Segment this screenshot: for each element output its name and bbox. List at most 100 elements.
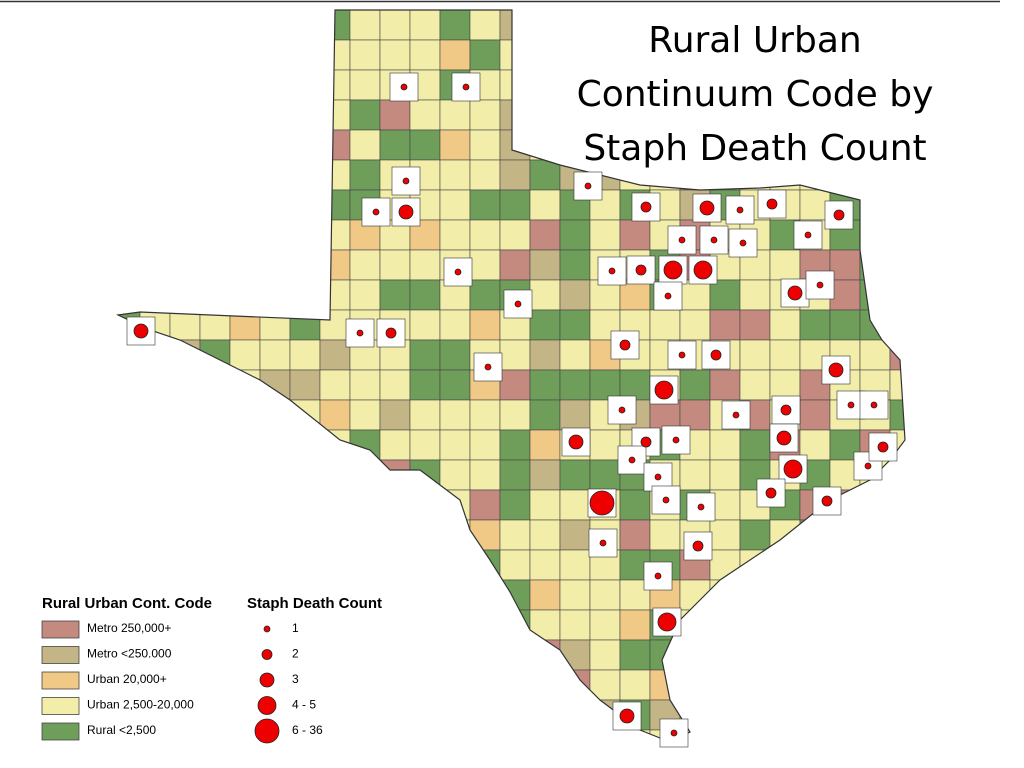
county bbox=[289, 10, 321, 41]
county bbox=[529, 129, 561, 161]
county bbox=[169, 489, 201, 521]
death-dot bbox=[640, 436, 652, 448]
county bbox=[649, 309, 681, 341]
county bbox=[229, 669, 261, 701]
county bbox=[559, 609, 591, 641]
legend-label: 1 bbox=[292, 621, 299, 635]
county bbox=[349, 489, 381, 521]
county bbox=[118, 189, 141, 221]
county bbox=[439, 10, 471, 41]
county bbox=[409, 39, 441, 71]
death-dot bbox=[654, 572, 662, 580]
county bbox=[379, 399, 411, 431]
county bbox=[589, 429, 621, 461]
county bbox=[859, 489, 891, 521]
county bbox=[739, 549, 771, 581]
county bbox=[859, 579, 891, 611]
county bbox=[289, 489, 321, 521]
county bbox=[229, 639, 261, 671]
county bbox=[499, 99, 531, 131]
county bbox=[889, 219, 905, 251]
county bbox=[409, 309, 441, 341]
county bbox=[469, 549, 501, 581]
county bbox=[199, 459, 231, 491]
death-dot bbox=[608, 267, 616, 275]
county bbox=[559, 579, 591, 611]
county bbox=[529, 189, 561, 221]
county bbox=[499, 699, 531, 731]
county bbox=[409, 699, 441, 731]
county bbox=[769, 609, 801, 641]
legend-heading: Rural Urban Cont. Code bbox=[42, 595, 212, 612]
county bbox=[469, 429, 501, 461]
county bbox=[259, 459, 291, 491]
death-dot bbox=[678, 351, 686, 359]
county bbox=[379, 489, 411, 521]
county bbox=[529, 729, 561, 742]
county bbox=[349, 369, 381, 401]
county bbox=[799, 519, 831, 551]
county bbox=[739, 519, 771, 551]
death-dot bbox=[833, 209, 845, 221]
county bbox=[319, 519, 351, 551]
county bbox=[118, 399, 141, 431]
county bbox=[199, 639, 231, 671]
county bbox=[139, 39, 171, 71]
death-dot bbox=[462, 83, 470, 91]
county bbox=[118, 219, 141, 251]
county bbox=[169, 279, 201, 311]
county bbox=[559, 699, 591, 731]
county bbox=[619, 489, 651, 521]
county bbox=[529, 99, 561, 131]
county bbox=[259, 399, 291, 431]
county bbox=[889, 579, 905, 611]
county bbox=[319, 399, 351, 431]
county bbox=[469, 399, 501, 431]
county bbox=[499, 729, 531, 742]
county bbox=[829, 249, 861, 281]
county bbox=[229, 10, 261, 41]
death-dot bbox=[385, 327, 397, 339]
county bbox=[739, 429, 771, 461]
county bbox=[409, 609, 441, 641]
county bbox=[409, 639, 441, 671]
county bbox=[379, 249, 411, 281]
county bbox=[469, 159, 501, 191]
county bbox=[469, 309, 501, 341]
county bbox=[229, 699, 261, 731]
death-dot bbox=[635, 264, 647, 276]
county bbox=[319, 489, 351, 521]
county bbox=[859, 729, 891, 742]
county bbox=[409, 279, 441, 311]
county bbox=[289, 399, 321, 431]
county-highlight bbox=[721, 400, 751, 430]
county bbox=[529, 399, 561, 431]
county bbox=[229, 399, 261, 431]
county bbox=[139, 549, 171, 581]
county bbox=[409, 399, 441, 431]
county bbox=[139, 69, 171, 101]
county bbox=[469, 519, 501, 551]
county bbox=[229, 129, 261, 161]
death-dot bbox=[816, 281, 824, 289]
death-dot bbox=[654, 380, 674, 400]
county bbox=[229, 249, 261, 281]
death-dot bbox=[514, 300, 522, 308]
legend-label: Urban 20,000+ bbox=[87, 672, 167, 686]
county bbox=[619, 519, 651, 551]
county bbox=[349, 669, 381, 701]
county bbox=[529, 219, 561, 251]
county bbox=[349, 399, 381, 431]
county bbox=[439, 699, 471, 731]
county bbox=[199, 249, 231, 281]
county bbox=[259, 309, 291, 341]
county bbox=[559, 639, 591, 671]
county bbox=[169, 339, 201, 371]
county bbox=[829, 309, 861, 341]
county bbox=[739, 699, 771, 731]
county bbox=[259, 10, 291, 41]
county bbox=[469, 189, 501, 221]
county bbox=[559, 219, 591, 251]
county bbox=[679, 369, 711, 401]
